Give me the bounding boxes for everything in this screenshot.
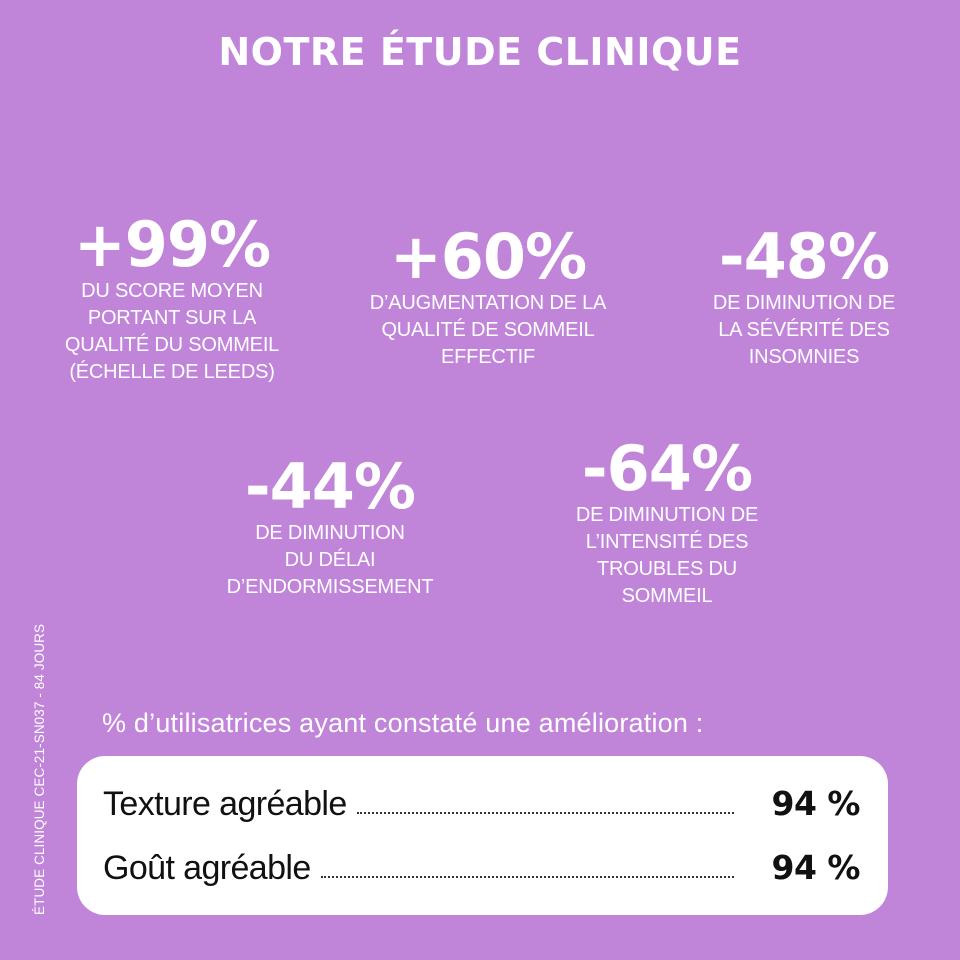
stat-description: DE DIMINUTION DE LA SÉVÉRITÉ DES INSOMNI… bbox=[712, 290, 896, 371]
stat-value: +99% bbox=[73, 208, 271, 281]
stat-value: -48% bbox=[718, 220, 890, 293]
stat-value: -44% bbox=[244, 450, 416, 523]
stat-description-line: D’ENDORMISSEMENT bbox=[226, 576, 434, 598]
stat-description-line: DU DÉLAI bbox=[284, 549, 376, 571]
stat-description-line: QUALITÉ DE SOMMEIL bbox=[381, 319, 595, 341]
stat-description-line: SOMMEIL bbox=[621, 585, 713, 607]
stat-description: D’AUGMENTATION DE LA QUALITÉ DE SOMMEIL … bbox=[369, 290, 607, 371]
stat-description-line: DU SCORE MOYEN bbox=[81, 280, 263, 302]
dotted-leader bbox=[356, 812, 734, 814]
stat-description-line: L’INTENSITÉ DES bbox=[585, 531, 749, 553]
stat-description-line: LA SÉVÉRITÉ DES bbox=[718, 319, 890, 341]
survey-row-taste: Goût agréable 94 % bbox=[103, 842, 861, 888]
stat-block-sleep-score: +99% DU SCORE MOYEN PORTANT SUR LA QUALI… bbox=[65, 212, 279, 386]
stat-block-sleep-disorders: -64% DE DIMINUTION DE L’INTENSITÉ DES TR… bbox=[575, 432, 759, 610]
stat-description-line: EFFECTIF bbox=[441, 346, 535, 368]
survey-results-card: Texture agréable 94 % Goût agréable 94 % bbox=[77, 756, 888, 915]
survey-row-value: 94 % bbox=[771, 784, 861, 823]
stat-value: +60% bbox=[389, 220, 587, 293]
stat-description-line: QUALITÉ DU SOMMEIL bbox=[64, 334, 280, 356]
survey-row-value: 94 % bbox=[771, 848, 861, 887]
stat-value: -64% bbox=[581, 432, 753, 505]
stat-description-line: D’AUGMENTATION DE LA bbox=[369, 292, 607, 314]
stat-block-insomnia-severity: -48% DE DIMINUTION DE LA SÉVÉRITÉ DES IN… bbox=[712, 220, 896, 371]
stat-description: DE DIMINUTION DU DÉLAI D’ENDORMISSEMENT bbox=[227, 520, 434, 601]
survey-heading: % d’utilisatrices ayant constaté une amé… bbox=[102, 708, 704, 738]
stat-description-line: DE DIMINUTION DE bbox=[575, 504, 759, 526]
study-reference-note: ÉTUDE CLINIQUE CEC-21-SN037 - 84 JOURS bbox=[32, 623, 47, 915]
dotted-leader bbox=[320, 876, 734, 878]
stat-description-line: TROUBLES DU bbox=[596, 558, 738, 580]
stat-description-line: INSOMNIES bbox=[748, 346, 860, 368]
survey-row-label: Texture agréable bbox=[103, 785, 347, 823]
stat-description-line: DE DIMINUTION DE bbox=[712, 292, 896, 314]
survey-row-label: Goût agréable bbox=[103, 849, 311, 887]
stat-description: DU SCORE MOYEN PORTANT SUR LA QUALITÉ DU… bbox=[65, 278, 279, 386]
page-title: NOTRE ÉTUDE CLINIQUE bbox=[218, 30, 742, 74]
survey-row-texture: Texture agréable 94 % bbox=[103, 778, 861, 824]
stat-description-line: (ÉCHELLE DE LEEDS) bbox=[69, 361, 275, 383]
stat-description-line: DE DIMINUTION bbox=[255, 522, 405, 544]
stat-block-effective-sleep: +60% D’AUGMENTATION DE LA QUALITÉ DE SOM… bbox=[369, 220, 607, 371]
stat-description-line: PORTANT SUR LA bbox=[87, 307, 257, 329]
stat-description: DE DIMINUTION DE L’INTENSITÉ DES TROUBLE… bbox=[575, 502, 759, 610]
stat-block-sleep-onset: -44% DE DIMINUTION DU DÉLAI D’ENDORMISSE… bbox=[227, 454, 434, 601]
